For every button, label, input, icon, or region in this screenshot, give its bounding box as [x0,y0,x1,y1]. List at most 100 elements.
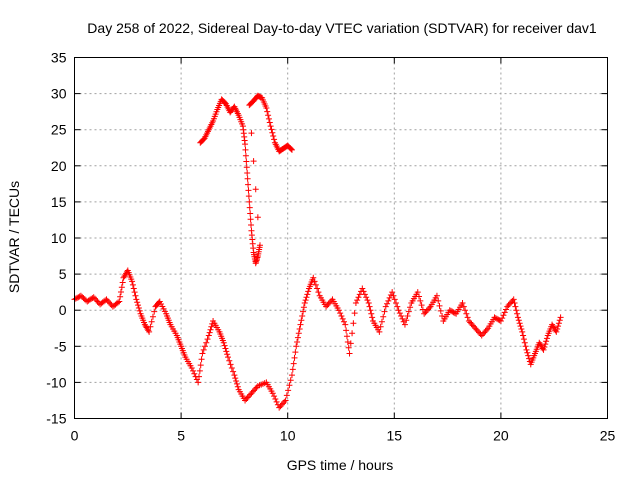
data-point [364,297,371,304]
data-point [251,387,258,394]
data-point [149,313,156,320]
data-point [223,348,230,355]
data-point [269,390,276,397]
data-point [414,289,421,296]
chart-title: Day 258 of 2022, Sidereal Day-to-day VTE… [87,20,597,36]
data-point [421,310,428,317]
data-point [435,297,442,304]
data-point [396,310,403,317]
data-point [481,329,488,336]
data-point [133,296,140,303]
data-point [300,304,307,311]
data-point [418,302,425,309]
y-tick-label: 30 [51,86,67,102]
data-point [247,391,254,398]
data-point [277,403,284,410]
data-point [207,326,214,333]
data-point [134,299,141,306]
data-point [514,310,521,317]
data-point [473,326,480,333]
data-point [225,354,232,361]
data-point [294,334,301,341]
data-point [494,315,501,322]
x-tick-label: 5 [177,428,185,444]
data-point [291,354,298,361]
data-point [145,327,152,334]
data-point [290,360,297,367]
x-tick-label: 25 [600,428,616,444]
data-point [340,318,347,325]
data-point [136,307,143,314]
data-point [269,129,276,136]
data-point [311,278,318,285]
data-point [557,314,564,321]
data-point [228,364,235,371]
data-point [146,328,153,335]
data-point [344,338,351,345]
data-point [380,313,387,320]
data-point [304,291,311,298]
y-tick-label: -10 [46,374,66,390]
data-point [395,307,402,314]
data-point [233,380,240,387]
data-point [263,105,270,112]
data-point [242,397,249,404]
data-point [500,312,507,319]
y-tick-label: 15 [51,194,67,210]
data-point [423,307,430,314]
data-point [130,285,137,292]
data-point [272,396,279,403]
data-point [103,296,110,303]
data-point [363,294,370,301]
data-point [354,297,361,304]
data-point [312,281,319,288]
data-point [463,310,470,317]
data-point [245,187,252,194]
data-point [94,298,101,305]
data-point [247,210,254,217]
data-point [273,398,280,405]
data-point [471,323,478,330]
data-point [391,296,398,303]
data-point [555,320,562,327]
data-point [91,295,98,302]
data-point [347,340,354,347]
data-point [244,394,251,401]
x-tick-labels: 0 5 10 15 20 25 [71,428,616,444]
data-point [281,398,288,405]
data-point [221,342,228,349]
data-point [298,317,305,324]
data-point [74,294,81,301]
data-point [242,146,249,153]
data-point [525,352,532,359]
data-point [376,328,383,335]
data-point [517,323,524,330]
data-point [491,314,498,321]
data-point [366,303,373,310]
y-tick-label: -15 [46,411,66,427]
data-point [246,204,253,211]
y-tick-label: 0 [59,302,67,318]
data-point [514,314,521,321]
x-tick-label: 10 [280,428,296,444]
data-point [390,292,397,299]
data-point [129,281,136,288]
data-point [345,344,352,351]
data-point [350,320,357,327]
data-point [369,314,376,321]
data-point [462,307,469,314]
data-point [343,327,350,334]
data-point [394,303,401,310]
data-point [268,126,275,133]
data-point [355,294,362,301]
grid-lines [74,57,608,419]
data-point [464,314,471,321]
data-point [227,361,234,368]
data-point [199,350,206,357]
data-point [512,303,519,310]
data-point [191,370,198,377]
data-point [242,141,249,148]
data-point [267,123,274,130]
data-point [526,355,533,362]
data-point [117,293,124,300]
